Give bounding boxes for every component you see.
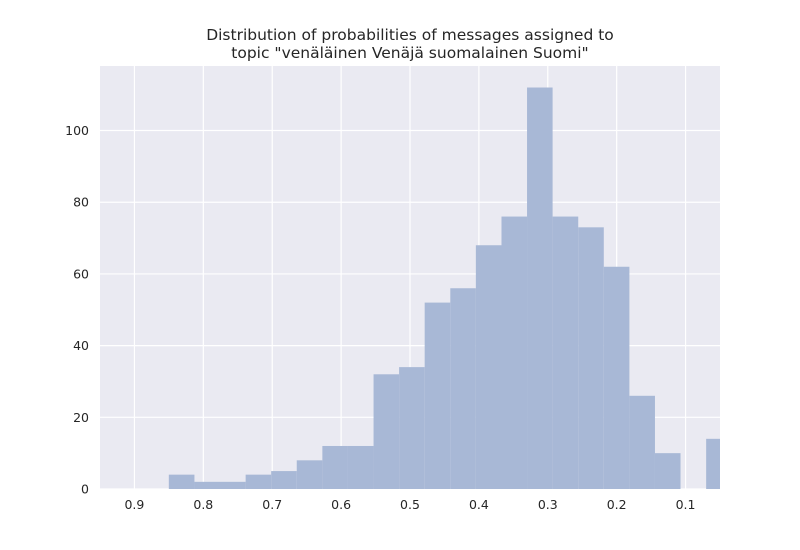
histogram-bar — [399, 367, 425, 489]
histogram-bar — [527, 87, 553, 489]
chart-title-line-2: topic "venäläinen Venäjä suomalainen Suo… — [231, 44, 588, 62]
histogram-bars — [168, 87, 720, 490]
histogram-bar — [194, 481, 221, 489]
histogram-bar — [220, 481, 246, 489]
histogram-bar — [578, 227, 604, 490]
x-tick-label: 0.9 — [124, 497, 144, 512]
histogram-bar — [168, 474, 195, 489]
x-tick-label: 0.6 — [331, 497, 351, 512]
histogram-bar — [296, 460, 323, 489]
histogram-bar — [424, 302, 451, 489]
y-tick-label: 100 — [65, 123, 89, 138]
y-tick-label: 0 — [81, 482, 89, 497]
x-tick-label: 0.3 — [538, 497, 558, 512]
y-tick-label: 80 — [73, 195, 89, 210]
x-tick-label: 0.8 — [193, 497, 213, 512]
x-tick-label: 0.2 — [607, 497, 627, 512]
histogram-bar — [629, 395, 655, 489]
histogram-bar — [245, 474, 272, 489]
histogram-bar — [603, 266, 630, 489]
histogram-bar — [654, 453, 681, 489]
y-tick-label: 20 — [73, 410, 89, 425]
histogram-bar — [271, 471, 297, 489]
histogram-bar — [475, 245, 502, 489]
y-tick-label: 40 — [73, 338, 89, 353]
histogram-bar — [501, 216, 528, 489]
histogram-bar — [450, 288, 476, 489]
chart-title-line-1: Distribution of probabilities of message… — [206, 26, 614, 44]
x-tick-label: 0.4 — [469, 497, 489, 512]
histogram-bar — [347, 445, 374, 489]
histogram-bar — [552, 216, 579, 489]
x-tick-label: 0.1 — [676, 497, 696, 512]
histogram-bar — [322, 445, 348, 489]
histogram-bar — [706, 438, 720, 489]
axis-tick-labels: 0.9 0.8 0.7 0.6 0.5 0.4 0.3 0.2 0.1 0 20 40 60 80 100 — [65, 123, 695, 512]
x-tick-label: 0.5 — [400, 497, 420, 512]
x-tick-label: 0.7 — [262, 497, 282, 512]
histogram-bar — [373, 374, 400, 489]
y-tick-label: 60 — [73, 266, 89, 281]
